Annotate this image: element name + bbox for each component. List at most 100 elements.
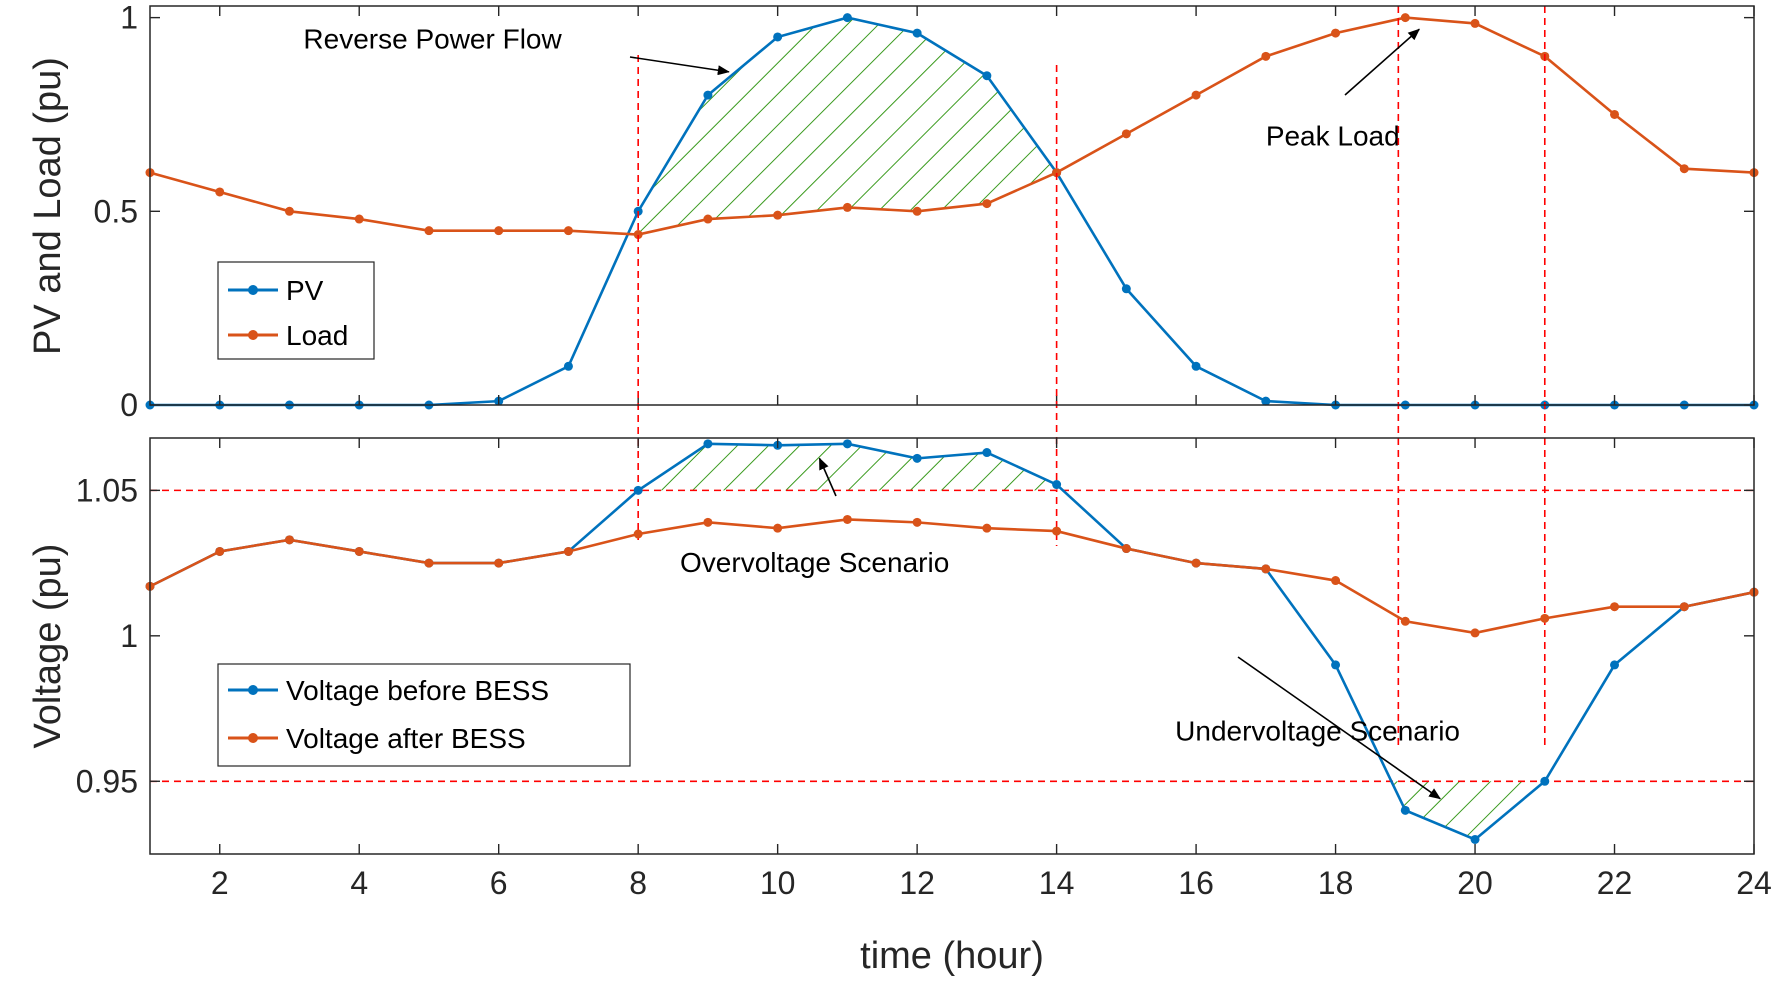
voltage-before-bess-point [1610,660,1620,670]
pv-point [703,90,713,100]
pv-point [1121,284,1131,294]
voltage-after-bess-point [494,558,504,568]
legend-pv-marker [248,285,258,295]
voltage-before-bess-line [149,442,1755,841]
voltage-after-bess-point [215,546,225,556]
annotation-arrow [818,457,837,497]
voltage-before-bess-point [1540,776,1550,786]
annotation-label: Peak Load [1266,120,1400,151]
load-point [1191,90,1201,100]
load-point [284,206,294,216]
voltage-after-bess-point [842,514,852,524]
xtick-label: 2 [211,865,229,901]
load-point [354,214,364,224]
ytick-label: 0.95 [76,763,138,799]
voltage-xlabel: time (hour) [860,935,1044,977]
xtick-label: 20 [1457,865,1493,901]
xtick-label: 12 [899,865,935,901]
load-point [703,214,713,224]
ytick-label: 0.5 [94,193,138,229]
xtick-label: 22 [1597,865,1633,901]
ytick-label: 0 [120,387,138,423]
voltage-after-bess-point [912,517,922,527]
load-point [1121,129,1131,139]
annotation-arrow [1344,28,1421,96]
voltage-after-bess-line [149,518,1755,635]
load-point [215,187,225,197]
load-point [1261,51,1271,61]
xtick-label: 8 [629,865,647,901]
load-point [1400,13,1410,23]
pv-load-axes-box [149,5,1755,406]
voltage-after-bess-point [563,546,573,556]
voltage-before-bess-point [912,453,922,463]
pv-point [912,28,922,38]
load-point [633,230,643,240]
voltage-before-bess-point [1052,480,1062,490]
voltage-ytick-layer: 0.95 1 1.05 [76,472,1754,799]
xtick-label: 4 [350,865,368,901]
voltage-after-bess-point [982,523,992,533]
pv-point [1191,361,1201,371]
overvoltage-hatch [638,443,1057,491]
voltage-after-bess-point [354,546,364,556]
voltage-after-bess-point [1331,576,1341,586]
xtick-label: 24 [1736,865,1772,901]
voltage-axes-box [149,437,1755,855]
pv-load-legend: PV Load [217,261,375,360]
voltage-before-bess-point [982,448,992,458]
xtick-label: 14 [1039,865,1075,901]
annotation-label: Reverse Power Flow [303,24,562,55]
voltage-after-bess-point [424,558,434,568]
load-point [1470,18,1480,28]
annotation-label: Overvoltage Scenario [680,547,949,578]
voltage-after-bess-point [1052,526,1062,536]
voltage-legend-box [217,663,631,767]
voltage-after-bess-point [773,523,783,533]
load-point [563,226,573,236]
voltage-before-bess-point [1400,805,1410,815]
legend-pv-label: PV [286,275,324,306]
load-point [1331,28,1341,38]
load-point [982,199,992,209]
voltage-legend: Voltage before BESS Voltage after BESS [217,663,631,767]
pv-load-ylabel: PV and Load (pu) [27,57,69,355]
voltage-before-bess-point [1470,834,1480,844]
voltage-after-bess-point [703,517,713,527]
xtick-label: 10 [760,865,796,901]
legend-after-marker [248,733,258,743]
load-point [1052,168,1062,178]
load-point [1610,109,1620,119]
pv-point [842,13,852,23]
voltage-plot-layer: Overvoltage Scenario Undervoltage Scenari… [145,438,1759,854]
pv-load-legend-box [217,261,375,360]
voltage-after-bess-point [1540,613,1550,623]
load-point [424,226,434,236]
ytick-label: 1 [120,0,138,36]
xtick-label: 6 [490,865,508,901]
legend-before-label: Voltage before BESS [286,675,549,706]
load-point [912,206,922,216]
voltage-after-bess-point [633,529,643,539]
undervoltage-hatch [1391,781,1545,840]
pv-load-ytick-layer: 00.51 [94,0,1754,423]
voltage-after-bess-point [1400,616,1410,626]
voltage-after-bess-point [1470,628,1480,638]
ytick-label: 1.05 [76,472,138,508]
load-line [149,16,1755,236]
load-point [494,226,504,236]
legend-after-label: Voltage after BESS [286,723,526,754]
voltage-after-bess-point [1191,558,1201,568]
voltage-xtick-layer: 2 4 6 8 10 12 14 16 18 20 22 24 [211,865,1772,901]
annotation-arrow [629,56,730,76]
voltage-before-bess-point [1331,660,1341,670]
voltage-after-bess-point [1261,564,1271,574]
ytick-label: 1 [120,618,138,654]
load-point [773,210,783,220]
voltage-after-bess-point [1610,602,1620,612]
legend-load-marker [248,330,258,340]
xtick-label: 16 [1178,865,1214,901]
voltage-panel: Overvoltage Scenario Undervoltage Scenari… [27,437,1772,977]
